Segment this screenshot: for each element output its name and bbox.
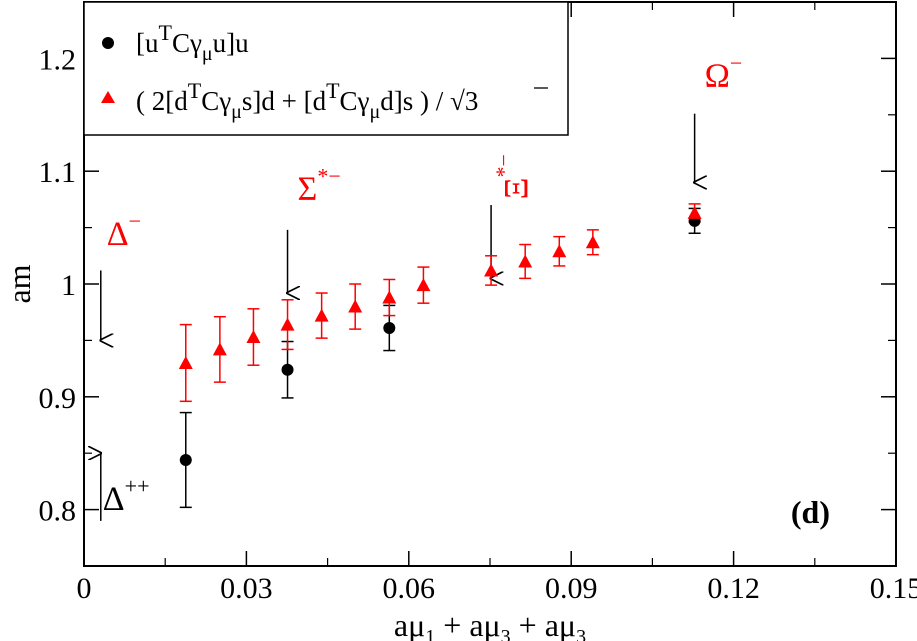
data-point-triangle: [552, 244, 567, 258]
x-tick-label: 0.03: [220, 572, 273, 605]
x-axis-label: aμ1 + aμ3 + aμ3: [394, 607, 586, 641]
legend-marker-triangle: [101, 91, 115, 103]
annotations: Ω− Ξ*− Σ*− Δ− Δ++: [101, 51, 743, 521]
data-point-triangle: [348, 299, 363, 313]
y-tick-label: 0.8: [39, 495, 77, 528]
data-point-circle: [281, 363, 294, 376]
data-point-triangle: [416, 278, 431, 292]
data-point-triangle: [687, 205, 702, 219]
data-point-triangle: [314, 308, 329, 322]
legend: [uTCγμu]u ( 2[dTCγμs]d + [dTCγμd]s ) / √…: [83, 1, 569, 136]
annotation-delta-pp: Δ++: [103, 474, 150, 518]
data-point-triangle: [382, 290, 397, 304]
data-point-triangle: [518, 254, 533, 268]
legend-label-series-1: [uTCγμu]u: [136, 20, 249, 65]
legend-label-series-2: ( 2[dTCγμs]d + [dTCγμd]s ) / √3: [136, 78, 478, 123]
x-tick-label: 0.09: [545, 572, 598, 605]
panel-label: (d): [791, 494, 830, 530]
x-tick-label: 0: [77, 572, 92, 605]
y-tick-label: 1.2: [39, 43, 77, 76]
x-tick-label: 0.12: [707, 572, 760, 605]
annotation-omega: Ω−: [705, 51, 743, 95]
data-point-circle: [179, 453, 192, 466]
x-tick-label: 0.15: [870, 572, 917, 605]
annotation-sigma: Σ*−: [298, 163, 341, 207]
data-point-triangle: [178, 355, 193, 369]
data-point-triangle: [484, 263, 499, 277]
error-bars: [179, 203, 701, 509]
axis-ticks: 0 0.03 0.06 0.09 0.12 0.15 0.8 0.9 1 1.1 1.2: [39, 1, 917, 605]
legend-marker-circle: [102, 37, 114, 49]
y-tick-label: 0.9: [39, 382, 77, 415]
x-tick-label: 0.06: [383, 572, 436, 605]
annotation-xi: Ξ*−: [491, 154, 535, 199]
data-point-triangle: [585, 235, 600, 249]
y-tick-label: 1: [61, 269, 76, 302]
data-point-circle: [383, 321, 396, 334]
legend-box: [83, 1, 569, 136]
annotation-delta-minus: Δ−: [107, 209, 141, 253]
data-point-triangle: [212, 342, 227, 356]
y-axis-label: am: [1, 264, 37, 303]
data-markers: [178, 205, 702, 466]
y-tick-label: 1.1: [39, 156, 77, 189]
data-point-triangle: [280, 317, 295, 331]
data-point-triangle: [246, 330, 261, 344]
